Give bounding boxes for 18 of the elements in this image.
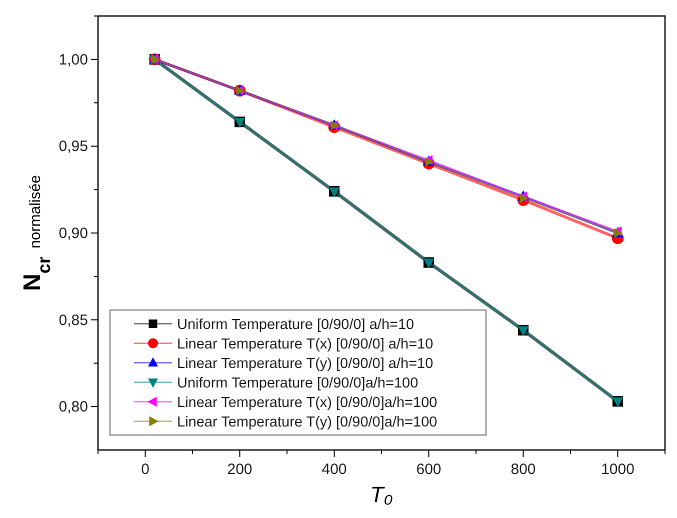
legend-label: Uniform Temperature [0/90/0]a/h=100	[177, 375, 418, 392]
legend-label: Uniform Temperature [0/90/0] a/h=10	[177, 316, 414, 333]
x-tick-label: 200	[227, 461, 252, 478]
y-tick-label: 0,90	[58, 225, 88, 242]
x-tick-label: 600	[416, 461, 442, 478]
legend-label: Linear Temperature T(x) [0/90/0] a/h=10	[177, 336, 434, 352]
x-tick-label: 400	[322, 461, 347, 478]
x-tick-label: 0	[141, 461, 150, 478]
x-tick-label: 1000	[601, 461, 634, 478]
legend-label: Linear Temperature T(x) [0/90/0]a/h=100	[177, 394, 438, 411]
y-tick-label: 0,85	[58, 312, 88, 329]
x-tick-label: 800	[510, 461, 536, 478]
legend-label: Linear Temperature T(y) [0/90/0]a/h=100	[177, 414, 438, 430]
y-tick-label: 0,80	[58, 398, 88, 416]
x-axis-title: T₀	[370, 482, 393, 507]
y-tick-label: 1,00	[58, 51, 88, 68]
legend-label: Linear Temperature T(y) [0/90/0] a/h=10	[177, 356, 434, 372]
y-tick-label: 0,95	[58, 138, 88, 156]
